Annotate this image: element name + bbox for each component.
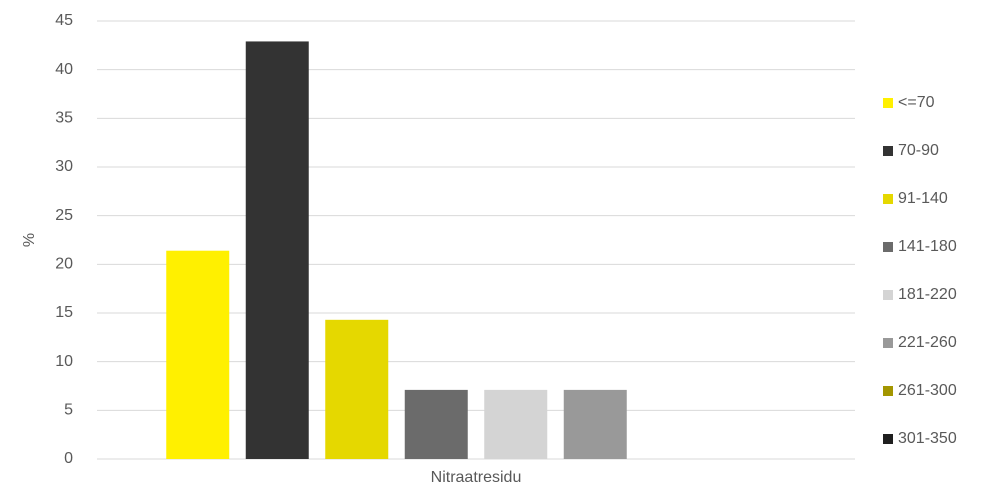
legend-swatch	[883, 386, 893, 396]
legend-swatch	[883, 242, 893, 252]
bar	[484, 389, 548, 459]
legend-label: 301-350	[898, 430, 957, 447]
y-tick-label: 35	[55, 110, 73, 127]
y-tick-label: 20	[55, 256, 73, 273]
y-tick-label: 45	[55, 12, 73, 29]
legend-swatch	[883, 146, 893, 156]
legend-swatch	[883, 194, 893, 204]
legend-swatch	[883, 338, 893, 348]
y-tick-label: 25	[55, 207, 73, 224]
legend-swatch	[883, 434, 893, 444]
legend-label: 261-300	[898, 382, 957, 399]
bar	[245, 41, 309, 459]
y-tick-label: 40	[55, 61, 73, 78]
legend-label: 70-90	[898, 142, 939, 159]
y-tick-label: 0	[64, 450, 73, 467]
bar	[563, 389, 627, 459]
legend-label: 91-140	[898, 190, 948, 207]
y-tick-label: 5	[64, 402, 73, 419]
bar	[325, 319, 389, 459]
legend-swatch	[883, 290, 893, 300]
legend-label: 221-260	[898, 334, 957, 351]
bar	[404, 389, 468, 459]
y-tick-label: 15	[55, 304, 73, 321]
y-tick-label: 10	[55, 353, 73, 370]
bar	[166, 250, 230, 459]
x-tick-label: Nitraatresidu	[431, 469, 522, 486]
legend-swatch	[883, 98, 893, 108]
legend-label: 181-220	[898, 286, 957, 303]
y-axis-label: %	[21, 233, 38, 247]
legend-label: 141-180	[898, 238, 957, 255]
legend-label: <=70	[898, 94, 935, 111]
y-tick-label: 30	[55, 158, 73, 175]
